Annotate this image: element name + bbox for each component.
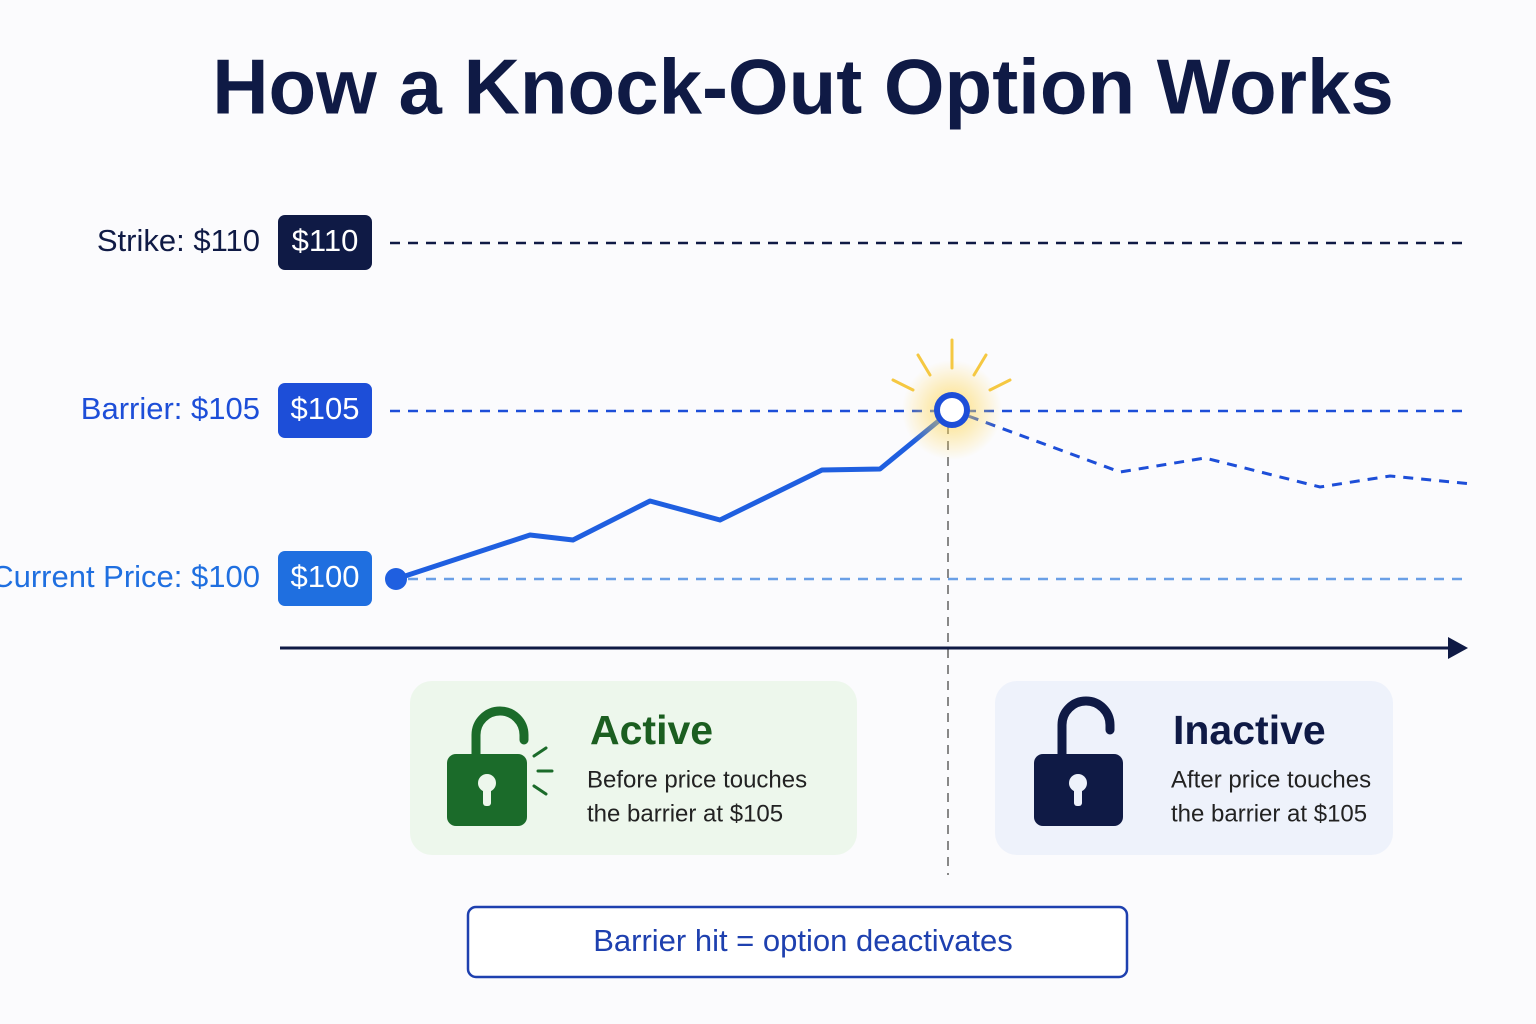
state-text: Before price touches: [587, 766, 807, 793]
level-badge: [278, 383, 372, 438]
badge-text: $110: [292, 223, 359, 258]
level-label: Barrier: $105: [81, 391, 260, 426]
level-label: Strike: $110: [97, 223, 260, 258]
hit-rays: [891, 338, 1012, 392]
badge-text: $105: [291, 391, 360, 426]
state-title: Active: [590, 707, 713, 753]
state-title: Inactive: [1173, 707, 1326, 753]
unlock-icon: [447, 706, 554, 826]
title: How a Knock-Out Option Works: [212, 43, 1394, 131]
lock-icon: [1034, 696, 1123, 826]
start-dot: [385, 568, 407, 590]
level-badge: [278, 551, 372, 606]
note-box: [466, 905, 1129, 979]
state-text: After price touches: [1171, 766, 1371, 793]
axis-arrow: [1448, 637, 1468, 659]
level-badge: [278, 215, 372, 270]
level-label: Current Price: $100: [0, 559, 260, 594]
price-path: [395, 408, 954, 582]
hit-point: [934, 392, 970, 428]
price-path-after: [951, 408, 1473, 489]
state-text: the barrier at $105: [1171, 800, 1367, 827]
badge-text: $100: [291, 559, 360, 594]
note-text: Barrier hit = option deactivates: [593, 923, 1013, 958]
state-text: the barrier at $105: [587, 800, 783, 827]
